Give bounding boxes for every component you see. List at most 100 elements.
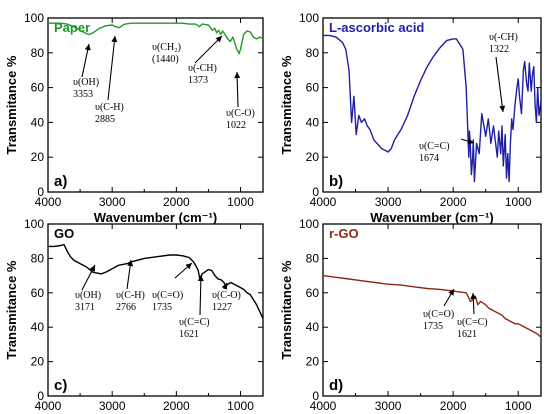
y-axis-title: Transmitance % — [279, 55, 294, 154]
x-tick-label: 2000 — [440, 195, 467, 209]
peak-annotation-label: υ(-CH) — [489, 32, 518, 43]
x-tick-label: 3000 — [375, 399, 402, 413]
x-tick-label: 2000 — [163, 399, 190, 413]
plot-frame — [47, 223, 264, 397]
panel-tag: a) — [54, 173, 67, 190]
peak-annotation-label: 1735 — [423, 321, 443, 332]
y-tick-label: 40 — [31, 115, 45, 129]
peak-annotation-label: υ(OH) — [73, 77, 99, 88]
series-line — [48, 22, 264, 55]
y-tick-label: 20 — [31, 355, 45, 369]
x-tick-label: 3000 — [375, 195, 402, 209]
peak-annotation-label: 2885 — [95, 114, 115, 125]
arrowhead-icon — [499, 105, 506, 112]
y-tick-label: 100 — [24, 11, 44, 25]
arrowhead-icon — [89, 265, 95, 272]
x-tick-label: 2000 — [440, 399, 467, 413]
arrowhead-icon — [221, 283, 227, 290]
arrowhead-icon — [470, 293, 477, 300]
peak-annotation: υ(C=C)1674 — [419, 138, 475, 164]
peak-annotation-label: 1227 — [212, 302, 232, 313]
arrowhead-icon — [127, 260, 134, 267]
peak-annotation: υ(-CH)1322 — [489, 32, 518, 113]
y-tick-label: 0 — [37, 185, 44, 199]
peak-annotation-label: 1735 — [152, 302, 172, 313]
arrow-icon — [107, 35, 116, 101]
arrowhead-icon — [197, 275, 204, 282]
arrowhead-icon — [185, 263, 192, 270]
x-axis-title: Wavenumber (cm⁻¹) — [94, 210, 217, 225]
peak-annotation-label: υ(OH) — [75, 290, 101, 301]
x-tick-label: 4000 — [310, 195, 337, 209]
peak-annotation-label: 3353 — [73, 89, 93, 100]
panel-b: 4000 3000 2000 1000 0 20 40 60 80 100 Wavenumber (… — [279, 11, 542, 225]
x-tick-label: 2000 — [163, 195, 190, 209]
peak-annotation-label: υ(C=C) — [179, 317, 210, 328]
y-tick-label: 40 — [306, 320, 320, 334]
plot-frame — [322, 223, 542, 397]
y-axis-title: Transmitance % — [279, 260, 294, 359]
peak-annotation: υ(C=O)1735 — [423, 288, 455, 332]
arrowhead-icon — [84, 44, 91, 51]
arrowhead-icon — [448, 289, 454, 296]
y-tick-label: 20 — [306, 150, 320, 164]
peak-annotation-label: υ(C=C) — [457, 317, 488, 328]
panel-title: L-ascorbic acid — [329, 20, 424, 35]
peak-annotation: υ(C=C)1621 — [457, 292, 488, 340]
panel-tag: d) — [329, 377, 343, 394]
peak-annotation: υ(C=C)1621 — [179, 274, 210, 340]
panel-a: 4000 3000 2000 1000 0 20 40 60 80 100 Wavenumber (… — [4, 11, 264, 225]
peak-annotation: υ(C-H)2766 — [116, 259, 145, 313]
x-tick-label: 1000 — [505, 399, 532, 413]
peak-annotation-label: υ(C-O) — [212, 290, 241, 301]
panel-tag: c) — [54, 377, 67, 394]
peak-annotation: υ(C-O)1022 — [226, 71, 255, 131]
y-tick-label: 60 — [306, 286, 320, 300]
arrow-icon — [194, 35, 223, 64]
peak-annotation: υ(OH)3353 — [73, 43, 99, 100]
peak-annotation: υ(CH₂)(1440) — [152, 42, 181, 65]
y-tick-label: 20 — [306, 355, 320, 369]
arrowhead-icon — [234, 72, 241, 79]
arrowhead-icon — [215, 36, 222, 43]
y-tick-label: 0 — [312, 389, 319, 403]
peak-annotation-label: υ(CH₂) — [152, 42, 181, 53]
x-tick-label: 1000 — [227, 399, 254, 413]
peak-annotation-label: 1621 — [179, 329, 199, 340]
series-line — [48, 243, 264, 319]
series-line — [322, 274, 542, 338]
peak-annotation-label: υ(C-O) — [226, 108, 255, 119]
y-tick-label: 60 — [31, 81, 45, 95]
y-tick-label: 40 — [31, 320, 45, 334]
arrowhead-icon — [467, 138, 474, 145]
y-axis-title: Transmitance % — [4, 55, 19, 154]
panel-tag: b) — [329, 173, 343, 190]
y-tick-label: 0 — [37, 389, 44, 403]
y-tick-label: 80 — [31, 251, 45, 265]
y-tick-label: 40 — [306, 115, 320, 129]
x-axis-title: Wavenumber (cm⁻¹) — [370, 210, 493, 225]
arrow-icon — [495, 56, 504, 113]
y-tick-label: 80 — [306, 46, 320, 60]
peak-annotation: υ(OH)3171 — [75, 264, 101, 313]
peak-annotation-label: 3171 — [75, 302, 95, 313]
y-tick-label: 20 — [31, 150, 45, 164]
peak-annotation-label: 1373 — [188, 75, 208, 86]
x-tick-label: 3000 — [99, 195, 126, 209]
y-tick-label: 60 — [306, 81, 320, 95]
peak-annotation: υ(C-O)1227 — [212, 282, 241, 313]
peak-annotation-label: υ(C-H) — [116, 290, 145, 301]
peak-annotation-label: 1674 — [419, 153, 439, 164]
peak-annotation-label: υ(C-H) — [95, 102, 124, 113]
peak-annotation-label: υ(-CH) — [188, 63, 217, 74]
panel-title: GO — [54, 226, 74, 241]
peak-annotation-label: 1621 — [457, 329, 477, 340]
y-tick-label: 100 — [299, 11, 319, 25]
panel-title: Paper — [54, 20, 90, 35]
peak-annotation: υ(C-H)2885 — [95, 35, 124, 125]
peak-annotation-label: υ(C=C) — [419, 141, 450, 152]
x-tick-label: 4000 — [35, 399, 62, 413]
